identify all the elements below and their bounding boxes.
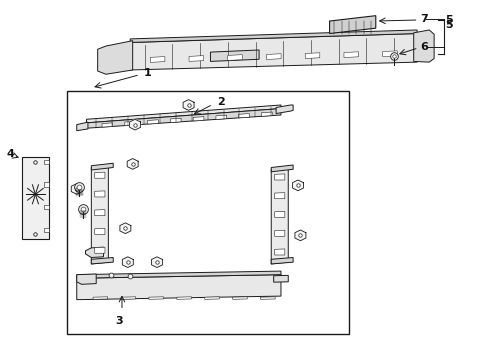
Polygon shape [95,247,105,253]
Polygon shape [183,100,194,110]
Polygon shape [95,191,105,197]
Polygon shape [274,249,285,255]
Polygon shape [120,223,131,234]
Text: 5: 5 [445,20,452,30]
Polygon shape [150,57,164,62]
Text: 7: 7 [420,14,427,24]
Polygon shape [274,193,285,199]
Polygon shape [95,210,105,216]
Polygon shape [95,172,105,178]
Polygon shape [274,211,285,217]
Polygon shape [77,274,96,284]
Polygon shape [273,275,287,282]
Polygon shape [189,56,203,61]
Polygon shape [44,182,49,186]
Polygon shape [44,205,49,209]
Polygon shape [260,297,275,299]
Text: 3: 3 [116,316,123,326]
Polygon shape [271,165,292,172]
Polygon shape [124,121,135,126]
Polygon shape [77,122,88,131]
Polygon shape [232,297,247,299]
Polygon shape [294,230,305,241]
Polygon shape [86,105,281,123]
Polygon shape [177,297,191,299]
Polygon shape [95,228,105,234]
Text: 2: 2 [216,97,224,107]
Polygon shape [129,119,140,130]
Polygon shape [98,41,132,74]
Polygon shape [85,247,103,257]
Polygon shape [274,174,285,180]
Polygon shape [210,50,259,62]
Polygon shape [413,30,433,62]
Polygon shape [44,228,49,232]
Polygon shape [193,117,203,121]
Polygon shape [305,53,319,58]
Polygon shape [71,184,82,194]
Polygon shape [261,112,272,116]
Polygon shape [271,167,287,264]
Polygon shape [127,159,138,169]
Bar [67,91,348,334]
Text: 4: 4 [6,149,14,159]
Polygon shape [44,159,49,164]
Polygon shape [276,105,292,113]
Text: 6: 6 [420,42,427,52]
Polygon shape [216,115,226,120]
Polygon shape [91,257,113,264]
Polygon shape [149,297,163,299]
Polygon shape [122,257,133,267]
Polygon shape [266,54,281,59]
Polygon shape [91,163,113,170]
Text: 5: 5 [445,15,452,25]
Polygon shape [382,51,396,57]
Polygon shape [204,297,219,299]
Polygon shape [86,109,281,128]
Polygon shape [238,113,249,118]
Polygon shape [130,30,416,42]
Polygon shape [121,297,135,299]
Polygon shape [271,257,292,264]
Polygon shape [151,257,162,267]
Polygon shape [147,120,158,124]
Polygon shape [227,55,242,60]
Polygon shape [292,180,303,191]
Polygon shape [77,275,281,300]
Polygon shape [77,271,281,278]
Polygon shape [130,33,416,70]
Polygon shape [91,166,108,264]
Polygon shape [343,52,358,58]
Polygon shape [102,123,113,127]
Text: 1: 1 [143,68,151,78]
Polygon shape [22,157,49,239]
Polygon shape [274,230,285,236]
Polygon shape [93,297,107,299]
Polygon shape [170,118,181,122]
Polygon shape [329,16,375,33]
